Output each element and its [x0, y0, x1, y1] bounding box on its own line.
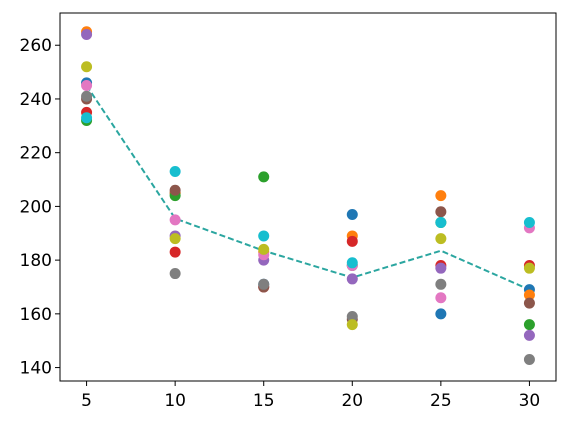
data-point [169, 233, 181, 245]
data-points [81, 26, 535, 366]
data-point [346, 311, 358, 323]
data-point [523, 217, 535, 229]
x-tick-label: 25 [430, 391, 452, 411]
data-point [523, 262, 535, 274]
axis-ticks: 5 10 15 20 25 30 140 160 180 200 220 240 260 [20, 36, 541, 411]
x-tick-label: 10 [164, 391, 186, 411]
data-point [435, 233, 447, 245]
x-tick-label: 20 [341, 391, 363, 411]
data-point [435, 217, 447, 229]
data-point [169, 246, 181, 258]
data-point [346, 235, 358, 247]
data-point [258, 230, 270, 242]
y-tick-label: 220 [20, 144, 52, 164]
data-point [523, 319, 535, 331]
data-point [435, 206, 447, 218]
data-point [81, 90, 93, 102]
y-tick-label: 200 [20, 197, 52, 217]
data-point [435, 308, 447, 320]
data-point [346, 273, 358, 285]
data-point [258, 171, 270, 183]
data-point [435, 262, 447, 274]
data-point [81, 61, 93, 73]
x-tick-label: 5 [81, 391, 92, 411]
plot-frame [59, 12, 557, 382]
x-tick-label: 30 [519, 391, 541, 411]
y-tick-label: 240 [20, 90, 52, 110]
data-point [258, 243, 270, 255]
data-point [435, 278, 447, 290]
data-point [346, 319, 358, 331]
data-point [435, 190, 447, 202]
trend-line [85, 84, 530, 291]
y-tick-label: 180 [20, 251, 52, 271]
data-point [169, 184, 181, 196]
data-point [346, 257, 358, 269]
data-point [169, 165, 181, 177]
data-point [81, 28, 93, 40]
data-point [523, 354, 535, 366]
data-point [435, 292, 447, 304]
y-tick-label: 260 [20, 36, 52, 56]
data-point [169, 214, 181, 226]
data-point [523, 297, 535, 309]
data-point [258, 278, 270, 290]
data-point [523, 329, 535, 341]
x-tick-label: 15 [253, 391, 275, 411]
y-tick-label: 140 [20, 359, 52, 379]
trend-line-group [85, 84, 530, 291]
plot-background [60, 13, 556, 381]
y-tick-label: 160 [20, 305, 52, 325]
data-point [346, 208, 358, 220]
data-point [81, 112, 93, 124]
data-point [81, 80, 93, 92]
data-point [523, 289, 535, 301]
data-point [169, 268, 181, 280]
